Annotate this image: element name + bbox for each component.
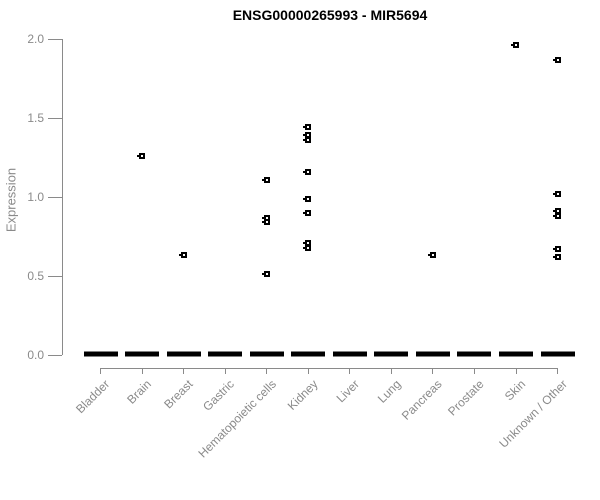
x-axis-tick: [515, 368, 517, 374]
data-point: [552, 56, 561, 63]
y-tick-label: 0.0: [27, 348, 44, 362]
zero-values-dash: [125, 351, 160, 357]
x-axis-tick: [100, 368, 101, 374]
x-axis-tick: [473, 368, 475, 374]
y-tick-label: 0.5: [27, 269, 44, 283]
x-axis-tick: [307, 368, 309, 374]
y-axis-title: Expression: [3, 167, 19, 233]
data-point: [303, 244, 312, 251]
y-axis-tick: [48, 275, 62, 277]
y-axis-tick: [48, 38, 62, 40]
y-tick-label: 2.0: [27, 32, 44, 46]
data-point: [303, 124, 312, 131]
zero-values-dash: [499, 351, 533, 357]
x-tick-label: Liver: [333, 377, 362, 406]
zero-values-dash: [249, 351, 284, 357]
x-axis-tick: [390, 368, 392, 374]
zero-values-dash: [457, 351, 492, 357]
x-axis-tick: [349, 368, 351, 374]
data-point: [303, 132, 312, 139]
x-tick-label: Brain: [124, 377, 154, 407]
x-axis-tick: [266, 368, 268, 374]
data-point: [552, 190, 561, 197]
y-axis-tick: [48, 196, 62, 198]
data-point: [552, 208, 561, 215]
x-axis-tick: [141, 368, 143, 374]
zero-values-dash: [415, 351, 450, 357]
x-tick-label: Skin: [501, 377, 528, 404]
data-point: [427, 252, 436, 259]
x-tick-label: Pancreas: [399, 377, 445, 423]
data-point: [552, 254, 561, 261]
x-tick-label: Lung: [374, 377, 404, 406]
x-tick-label: Hematopoietic cells: [195, 377, 279, 461]
y-axis-tick: [48, 354, 62, 356]
x-tick-label: Prostate: [444, 377, 487, 419]
data-point: [552, 246, 561, 253]
x-tick-label: Breast: [161, 377, 196, 412]
x-axis-tick: [557, 368, 559, 374]
y-tick-label: 1.0: [27, 190, 44, 204]
x-tick-label: Gastric: [200, 377, 238, 414]
x-axis-tick: [432, 368, 434, 374]
data-point: [303, 239, 312, 246]
data-point: [303, 168, 312, 175]
chart-title: ENSG00000265993 - MIR5694: [232, 7, 428, 23]
data-point: [178, 252, 187, 259]
data-point: [552, 212, 561, 219]
data-point: [261, 271, 270, 278]
data-point: [261, 219, 270, 226]
data-point: [137, 152, 146, 159]
data-point: [303, 209, 312, 216]
data-point: [511, 42, 519, 49]
y-axis-tick: [48, 117, 62, 119]
zero-values-dash: [166, 351, 201, 357]
zero-values-dash: [291, 351, 326, 357]
y-axis-line: [62, 39, 63, 355]
data-point: [261, 176, 270, 183]
zero-values-dash: [83, 351, 118, 357]
zero-values-dash: [374, 351, 409, 357]
data-point: [261, 214, 270, 221]
data-point: [303, 137, 312, 144]
zero-values-dash: [332, 351, 367, 357]
x-tick-label: Kidney: [284, 377, 321, 413]
zero-values-dash: [208, 351, 243, 357]
zero-values-dash: [540, 351, 575, 357]
data-point: [303, 195, 312, 202]
y-tick-label: 1.5: [27, 111, 44, 125]
x-axis-line: [100, 368, 558, 369]
x-axis-tick: [224, 368, 226, 374]
x-tick-label: Bladder: [73, 377, 113, 417]
x-axis-tick: [183, 368, 185, 374]
